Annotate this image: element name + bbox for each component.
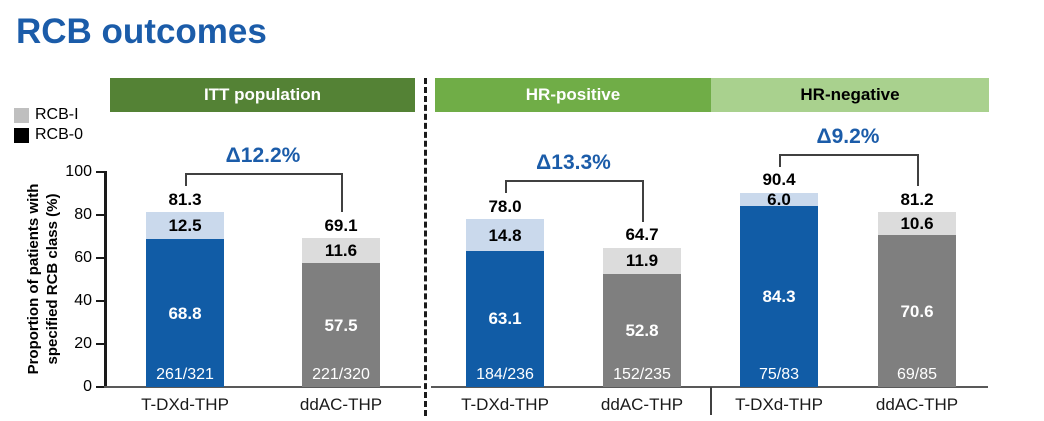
bracket-line xyxy=(642,180,644,222)
rcb-0-swatch-icon xyxy=(14,127,29,143)
rcb-0-value-label: 68.8 xyxy=(168,303,202,323)
rcb-i-value-label: 11.6 xyxy=(324,241,358,261)
total-value-label: 78.0 xyxy=(488,196,522,216)
rcb-0-value-label: 57.5 xyxy=(324,315,358,335)
segment-rcb-i: 6.0 xyxy=(740,189,818,209)
rcb-0-value-label: 52.8 xyxy=(625,320,659,340)
tick-mark xyxy=(96,214,104,216)
bracket-line xyxy=(185,173,187,187)
y-axis-line xyxy=(104,171,107,388)
rcb-i-value-label: 11.9 xyxy=(625,251,659,271)
fraction-label: 75/83 xyxy=(758,365,800,383)
bar-itt-ddac-thp: 69.1 11.6 57.5 221/320 ddAC-THP xyxy=(300,216,382,414)
bar-hrpos-ddac-thp: 64.7 11.9 52.8 152/235 ddAC-THP xyxy=(601,226,683,414)
x-axis-arm-label: T-DXd-THP xyxy=(141,395,229,414)
total-value-label: 90.4 xyxy=(762,169,796,189)
tick-mark xyxy=(96,171,104,173)
fraction-label: 152/235 xyxy=(613,366,671,383)
delta-label: Δ9.2% xyxy=(816,124,880,148)
bar-stack: 69.1 11.6 57.5 221/320 xyxy=(302,216,380,387)
fraction-label: 69/85 xyxy=(896,366,938,383)
rcb-0-value-label: 70.6 xyxy=(900,301,934,321)
rcb-i-swatch-icon xyxy=(14,107,29,123)
rcb-i-value-label: 10.6 xyxy=(900,214,934,234)
bracket-line xyxy=(917,153,919,187)
legend-item-rcb1: RCB-I xyxy=(14,105,83,125)
total-value-label: 64.7 xyxy=(625,225,659,245)
rcb-i-value-label: 12.5 xyxy=(168,216,202,236)
segment-rcb-i: 12.5 xyxy=(146,212,224,240)
x-axis-line-right xyxy=(431,386,988,388)
segment-rcb-0: 84.3 75/83 xyxy=(740,205,818,387)
tick-mark xyxy=(96,300,104,302)
segment-rcb-i: 11.9 xyxy=(603,247,681,274)
bar-itt-tdxd-thp: 81.3 12.5 68.8 261/321 T-DXd-THP xyxy=(141,190,229,414)
delta-label: Δ13.3% xyxy=(536,151,611,175)
rcb-i-value-label: 14.8 xyxy=(488,225,522,245)
x-axis-arm-label: ddAC-THP xyxy=(875,395,959,414)
x-axis-arm-label: T-DXd-THP xyxy=(735,395,823,414)
fraction-label: 261/321 xyxy=(156,365,214,383)
y-axis-tick: 0 xyxy=(0,378,104,396)
x-axis-line-left xyxy=(104,386,421,388)
y-axis-tick: 60 xyxy=(0,249,104,267)
tick-mark xyxy=(96,257,104,259)
tick-mark xyxy=(96,343,104,345)
rcb-i-value-label: 6.0 xyxy=(767,189,791,209)
group-header-itt: ITT population xyxy=(110,78,415,112)
bracket-line xyxy=(779,153,781,167)
rcb-0-value-label: 84.3 xyxy=(762,286,796,306)
legend-item-rcb0: RCB-0 xyxy=(14,125,83,145)
bracket-line xyxy=(779,153,917,156)
x-axis-arm-label: ddAC-THP xyxy=(299,395,383,414)
segment-rcb-i: 10.6 xyxy=(878,212,956,236)
delta-label: Δ12.2% xyxy=(225,144,301,168)
bracket-line xyxy=(341,173,343,213)
segment-rcb-0: 68.8 261/321 xyxy=(146,239,224,387)
bar-hrneg-tdxd-thp: 90.4 6.0 84.3 75/83 T-DXd-THP xyxy=(735,170,823,414)
legend-label: RCB-0 xyxy=(35,126,84,143)
segment-rcb-0: 70.6 69/85 xyxy=(878,235,956,387)
legend-label: RCB-I xyxy=(35,106,79,123)
segment-rcb-i: 11.6 xyxy=(302,238,380,264)
x-axis-arm-label: T-DXd-THP xyxy=(461,395,549,414)
segment-rcb-0: 63.1 184/236 xyxy=(466,251,544,387)
segment-rcb-i: 14.8 xyxy=(466,219,544,252)
bar-hrneg-ddac-thp: 81.2 10.6 70.6 69/85 ddAC-THP xyxy=(876,190,958,414)
bar-stack: 78.0 14.8 63.1 184/236 xyxy=(466,197,544,387)
total-value-label: 81.2 xyxy=(900,189,934,209)
bar-stack: 64.7 11.9 52.8 152/235 xyxy=(603,226,681,387)
tick-mark xyxy=(96,386,104,388)
bracket-line xyxy=(505,180,507,194)
group-header-hr-negative: HR-negative xyxy=(711,78,989,112)
segment-rcb-0: 57.5 221/320 xyxy=(302,263,380,387)
bar-stack: 81.3 12.5 68.8 261/321 xyxy=(146,190,224,387)
legend: RCB-I RCB-0 xyxy=(14,105,83,145)
bar-hrpos-tdxd-thp: 78.0 14.8 63.1 184/236 T-DXd-THP xyxy=(461,197,549,414)
hr-pos-neg-divider xyxy=(710,387,712,415)
segment-rcb-0: 52.8 152/235 xyxy=(603,273,681,387)
fraction-label: 184/236 xyxy=(476,365,534,383)
page-title: RCB outcomes xyxy=(16,12,267,51)
y-axis-tick: 80 xyxy=(0,206,104,224)
fraction-label: 221/320 xyxy=(312,365,370,383)
bracket-line xyxy=(185,173,341,176)
x-axis-arm-label: ddAC-THP xyxy=(600,395,684,414)
bar-stack: 81.2 10.6 70.6 69/85 xyxy=(878,190,956,387)
group-header-hr-positive: HR-positive xyxy=(435,78,711,112)
y-axis-tick: 100 xyxy=(0,163,104,181)
itt-hr-dashed-divider xyxy=(424,78,427,416)
total-value-label: 81.3 xyxy=(168,189,202,209)
y-axis-tick: 40 xyxy=(0,292,104,310)
y-axis-title: Proportion of patients with specified RC… xyxy=(25,149,63,409)
bracket-line xyxy=(505,180,642,183)
rcb-0-value-label: 63.1 xyxy=(488,309,522,329)
y-axis-tick: 20 xyxy=(0,335,104,353)
total-value-label: 69.1 xyxy=(324,215,358,235)
bar-stack: 90.4 6.0 84.3 75/83 xyxy=(740,170,818,387)
